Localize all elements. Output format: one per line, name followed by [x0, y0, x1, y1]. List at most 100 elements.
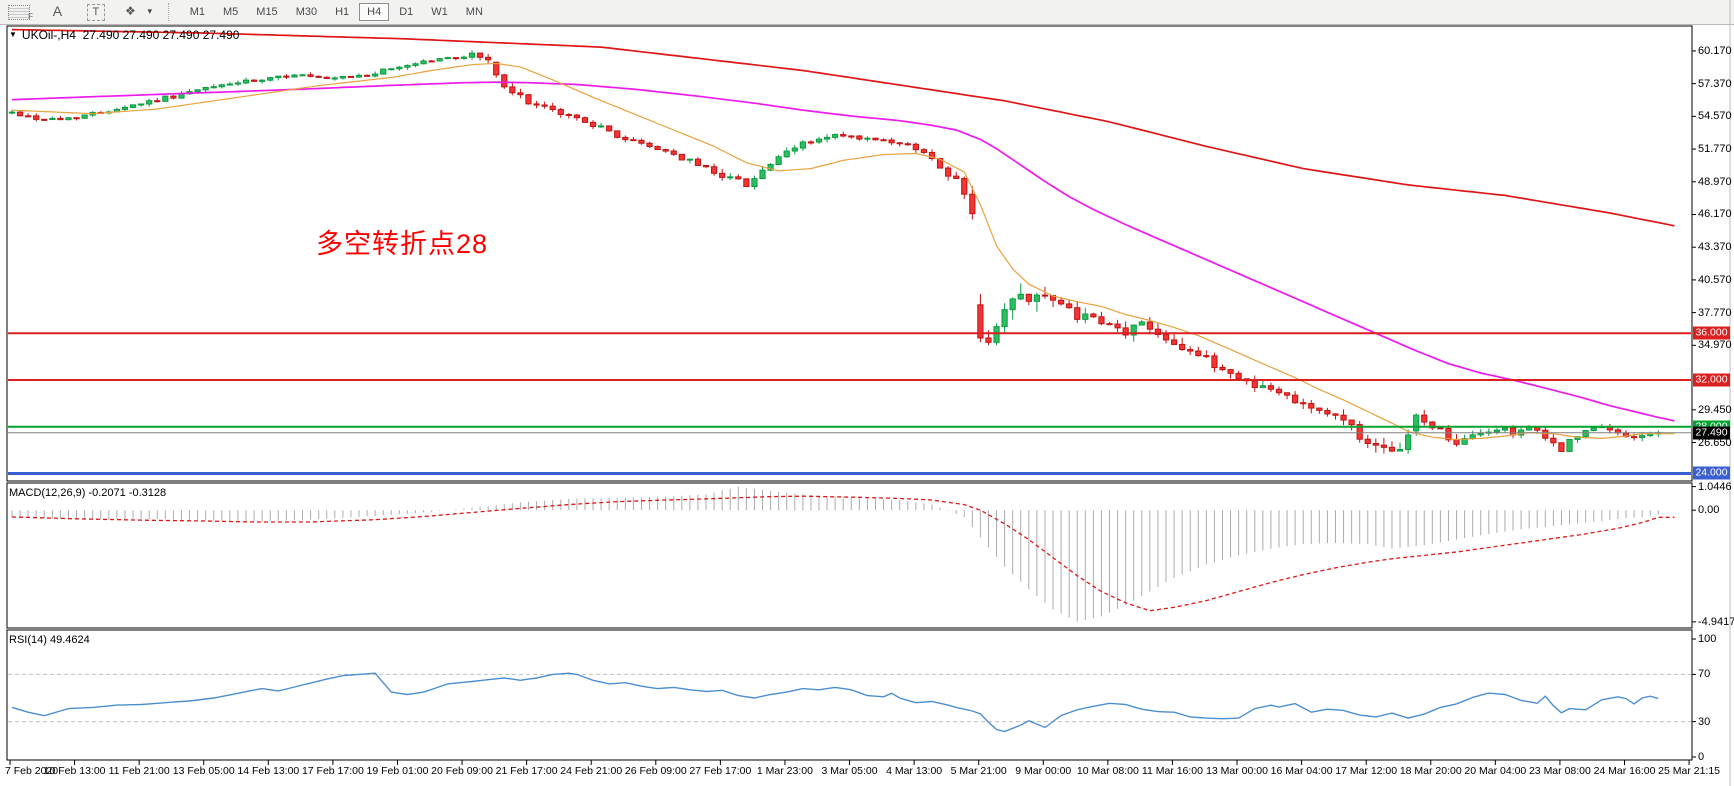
candle: [840, 134, 847, 137]
candle: [1098, 316, 1105, 325]
candle: [210, 86, 217, 89]
rsi-line: [11, 672, 1659, 733]
timeframe-button-h1[interactable]: H1: [335, 6, 350, 18]
candle: [476, 52, 484, 58]
timeframe-button-m5[interactable]: M5: [223, 6, 239, 18]
candle: [945, 167, 952, 177]
candle: [1179, 343, 1186, 351]
fibonacci-tool-icon[interactable]: F: [8, 5, 33, 21]
candle: [170, 95, 177, 99]
candle: [162, 95, 169, 102]
timeframe-button-h4[interactable]: H4: [359, 3, 390, 21]
candle: [1380, 444, 1388, 448]
time-label-3: 13 Feb 05:00: [172, 765, 235, 777]
candle: [1066, 303, 1073, 309]
candle: [880, 139, 887, 142]
candle: [404, 64, 411, 68]
time-label-15: 5 Mar 21:00: [950, 765, 1007, 777]
macd-tick--4.9417: -4.9417: [1698, 615, 1734, 628]
candle: [259, 79, 266, 82]
toolbar: F A T ❖ ▾ M1 M5 M15 M30 H1 H4 D1 W1 MN: [0, 0, 1734, 25]
candle: [1356, 424, 1363, 440]
arrows-dropdown-icon[interactable]: ▾: [147, 6, 153, 16]
price-tick-46.170: 46.170: [1698, 208, 1732, 221]
candle: [1493, 429, 1500, 433]
candle: [8, 111, 16, 114]
timeframe-button-mn[interactable]: MN: [465, 6, 483, 18]
candle: [146, 100, 153, 105]
price-tick-54.570: 54.570: [1698, 110, 1732, 123]
candle: [1332, 413, 1339, 416]
candle: [121, 106, 129, 110]
candle: [1227, 369, 1234, 374]
candle: [888, 139, 895, 144]
timeframe-button-m1[interactable]: M1: [189, 6, 205, 18]
candle: [1421, 414, 1428, 423]
candle: [1195, 350, 1202, 357]
candle: [1154, 328, 1162, 336]
candle: [702, 164, 710, 168]
candle: [16, 111, 24, 117]
candle: [25, 115, 32, 118]
candle: [509, 86, 516, 94]
candle: [622, 136, 629, 141]
candle: [1542, 429, 1549, 439]
text-tool-icon[interactable]: A: [52, 3, 63, 19]
candle: [355, 74, 363, 78]
candle: [533, 103, 540, 106]
candle: [1445, 428, 1452, 441]
timeframe-button-d1[interactable]: D1: [399, 6, 414, 18]
label-tool-icon[interactable]: T: [86, 4, 105, 21]
candle: [775, 156, 782, 165]
arrows-tool-icon[interactable]: ❖: [124, 4, 136, 18]
candle: [565, 113, 572, 116]
candle: [1396, 448, 1404, 452]
candle: [694, 158, 702, 166]
candle: [73, 117, 80, 120]
candle: [1501, 427, 1509, 431]
candle: [396, 66, 403, 70]
macd-tick-1.0446: 1.0446: [1698, 480, 1732, 493]
candle: [1114, 323, 1121, 329]
time-label-1: 10 Feb 13:00: [43, 765, 106, 777]
candle: [686, 158, 693, 161]
rsi-tick-30: 30: [1698, 715, 1711, 728]
time-label-21: 17 Mar 12:00: [1335, 765, 1398, 777]
rsi-pane[interactable]: [8, 672, 1691, 733]
candle: [670, 150, 677, 155]
time-label-24: 23 Mar 08:00: [1528, 765, 1591, 777]
chevron-down-icon[interactable]: ▼: [9, 30, 17, 39]
annotation-text: 多空转折点28: [316, 229, 489, 259]
candle: [1041, 294, 1049, 297]
timeframe-button-m30[interactable]: M30: [295, 6, 318, 18]
time-label-10: 26 Feb 09:00: [624, 765, 687, 777]
rsi-tick-0: 0: [1698, 750, 1705, 763]
candle: [1017, 293, 1024, 300]
candle: [832, 134, 839, 138]
candle: [654, 146, 661, 151]
candle: [1170, 339, 1178, 345]
candle: [251, 79, 258, 82]
price-pane[interactable]: [8, 28, 1675, 454]
candle: [614, 130, 621, 138]
candle: [138, 103, 145, 106]
timeframe-button-m15[interactable]: M15: [256, 6, 278, 18]
candle: [912, 143, 919, 151]
candle: [267, 77, 274, 81]
candle: [331, 77, 338, 80]
candle: [1566, 438, 1573, 452]
candle: [436, 58, 443, 62]
symbol-period-label: UKOil-,H4: [21, 28, 76, 42]
macd-pane[interactable]: [11, 486, 1675, 622]
timeframe-button-w1[interactable]: W1: [431, 6, 448, 18]
time-label-22: 18 Mar 20:00: [1399, 765, 1462, 777]
candle: [275, 75, 282, 79]
time-label-12: 1 Mar 23:00: [756, 765, 813, 777]
candle: [485, 56, 492, 61]
candle: [363, 74, 371, 77]
candle: [985, 337, 992, 343]
candle: [388, 68, 395, 71]
candle: [1283, 392, 1291, 396]
